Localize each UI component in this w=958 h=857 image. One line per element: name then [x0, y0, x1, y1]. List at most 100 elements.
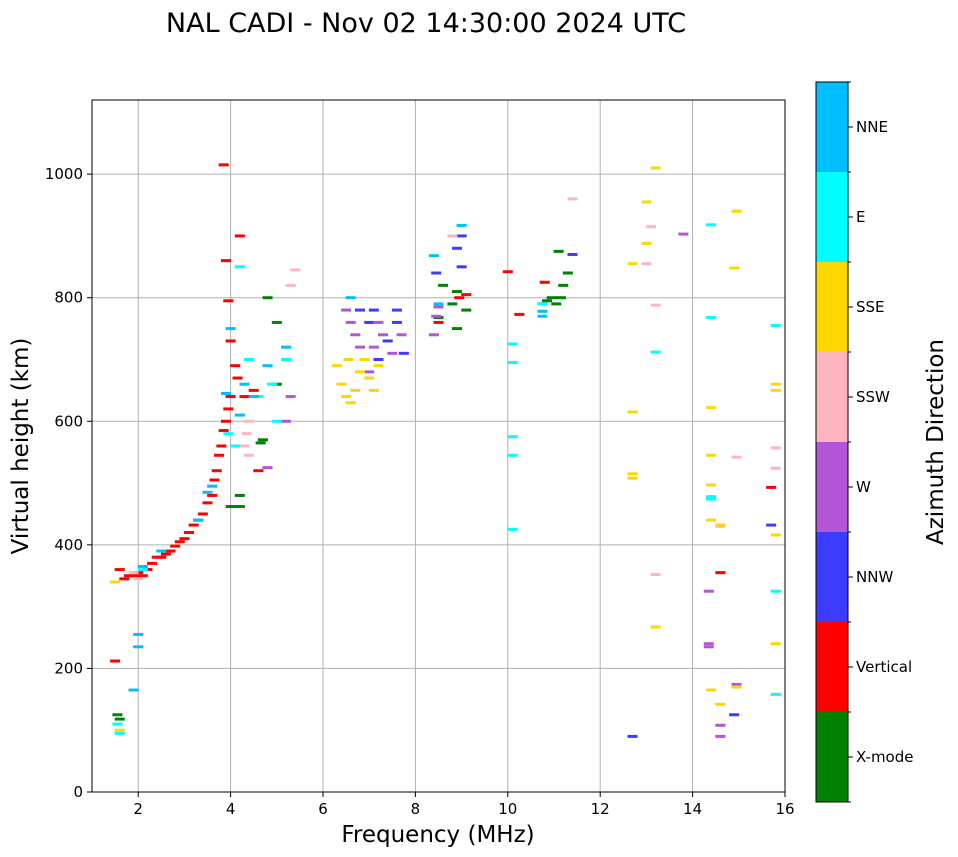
data-point — [110, 659, 121, 663]
data-point — [703, 589, 714, 593]
data-point — [706, 406, 717, 410]
data-point — [770, 388, 781, 392]
data-point — [627, 472, 638, 476]
data-point — [770, 533, 781, 537]
data-point — [174, 540, 185, 544]
series-sse — [110, 166, 781, 732]
data-point — [537, 309, 548, 313]
data-point — [398, 351, 409, 355]
data-point — [715, 571, 726, 575]
data-point — [539, 280, 550, 284]
data-point — [216, 444, 227, 448]
data-point — [364, 320, 375, 324]
data-point — [502, 270, 513, 274]
x-axis-label: Frequency (MHz) — [341, 822, 534, 848]
data-point — [128, 571, 139, 575]
data-point — [627, 734, 638, 738]
data-point — [364, 376, 375, 380]
data-point — [451, 327, 462, 331]
data-point — [248, 395, 259, 399]
data-point — [193, 518, 204, 522]
data-point — [451, 290, 462, 294]
data-point — [244, 358, 255, 361]
series-vertical — [110, 163, 777, 663]
data-point — [715, 723, 726, 727]
data-point — [234, 493, 245, 497]
data-point — [207, 484, 218, 488]
data-point — [770, 382, 781, 386]
data-point — [537, 314, 548, 318]
data-point — [555, 296, 566, 300]
colorbar-swatch — [816, 172, 848, 262]
data-point — [225, 505, 236, 509]
data-point — [223, 432, 234, 436]
colorbar-tick-label: E — [856, 208, 865, 226]
data-point — [114, 731, 125, 735]
data-point — [641, 200, 652, 204]
data-point — [239, 444, 250, 448]
colorbar-frame — [815, 81, 849, 803]
data-point — [537, 302, 548, 306]
data-point — [110, 580, 121, 584]
data-point — [428, 333, 439, 337]
data-point — [156, 555, 167, 559]
y-tick-label: 200 — [54, 659, 83, 677]
data-point — [770, 324, 781, 328]
colorbar-swatch — [816, 622, 848, 712]
series-nnw — [354, 234, 777, 738]
data-point — [373, 358, 384, 361]
data-point — [197, 512, 208, 516]
data-point — [454, 296, 465, 300]
data-point — [179, 537, 190, 541]
data-point — [706, 497, 717, 501]
data-point — [507, 453, 518, 457]
data-point — [461, 293, 472, 297]
data-point — [542, 299, 553, 303]
data-point — [234, 413, 245, 417]
data-point — [715, 702, 726, 706]
data-point — [451, 246, 462, 250]
data-point — [507, 435, 518, 439]
data-point — [729, 713, 740, 717]
colorbar-tick-label: NNW — [856, 568, 893, 586]
data-point — [438, 283, 449, 287]
data-point — [156, 549, 167, 553]
colorbar-swatch — [816, 352, 848, 442]
data-point — [431, 314, 442, 318]
data-point — [551, 302, 562, 306]
data-point — [234, 234, 245, 238]
axis-ticks: 2 4 6 8 10 12 14 16 0 200 400 600 800 1000 — [45, 165, 795, 818]
data-point — [627, 476, 638, 480]
data-point — [364, 370, 375, 374]
data-point — [391, 308, 402, 312]
data-point — [331, 364, 342, 368]
data-point — [706, 453, 717, 457]
data-point — [267, 382, 278, 386]
data-point — [387, 351, 398, 355]
data-point — [368, 388, 379, 392]
data-point — [731, 685, 742, 689]
data-point — [343, 358, 354, 361]
data-point — [706, 315, 717, 319]
data-point — [678, 232, 689, 236]
data-point — [262, 364, 273, 368]
data-point — [396, 333, 407, 337]
data-point — [766, 523, 777, 527]
data-point — [114, 717, 125, 721]
y-tick-label: 600 — [54, 412, 83, 430]
data-point — [241, 432, 252, 436]
colorbar-swatch — [816, 712, 848, 802]
data-point — [650, 625, 661, 629]
data-point — [391, 320, 402, 324]
data-point — [428, 254, 439, 258]
data-point — [147, 561, 158, 565]
data-point — [220, 419, 231, 423]
data-point — [281, 345, 292, 349]
data-point — [770, 692, 781, 696]
data-point — [359, 358, 370, 361]
colorbar-tick-label: SSE — [856, 298, 885, 316]
data-point — [731, 209, 742, 213]
data-point — [202, 490, 213, 494]
data-point — [285, 395, 296, 399]
